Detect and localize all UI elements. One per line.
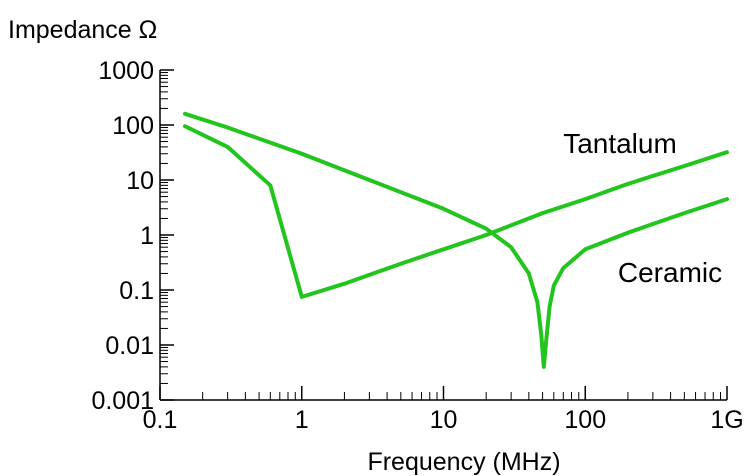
y-tick-label: 100 [112, 112, 154, 140]
y-tick-label: 1000 [98, 57, 154, 85]
series-line-tantalum [183, 124, 729, 299]
y-tick-label: 1 [140, 222, 154, 250]
series-line-ceramic [183, 111, 729, 369]
x-tick-label: 1 [295, 406, 309, 434]
x-tick-label: 10 [430, 406, 458, 434]
axes [159, 70, 727, 401]
tick-labels: 0.1 1 10 100 1G 1000 100 10 1 0.1 0.01 0.001 [91, 57, 743, 434]
x-tick-label: 0.1 [143, 406, 178, 434]
series-labels: Tantalum Ceramic [563, 128, 722, 288]
ticks [159, 69, 728, 401]
y-axis-title: Impedance Ω [8, 16, 157, 44]
y-tick-label: 0.1 [119, 277, 154, 305]
x-tick-label: 1G [710, 406, 743, 434]
y-tick-label: 0.001 [91, 387, 154, 415]
y-tick-label: 0.01 [105, 332, 154, 360]
y-tick-label: 10 [126, 167, 154, 195]
x-tick-label: 100 [564, 406, 606, 434]
x-axis-title: Frequency (MHz) [367, 448, 560, 476]
series-label-ceramic: Ceramic [618, 257, 722, 288]
series-label-tantalum: Tantalum [563, 128, 677, 159]
series-lines [183, 111, 729, 369]
